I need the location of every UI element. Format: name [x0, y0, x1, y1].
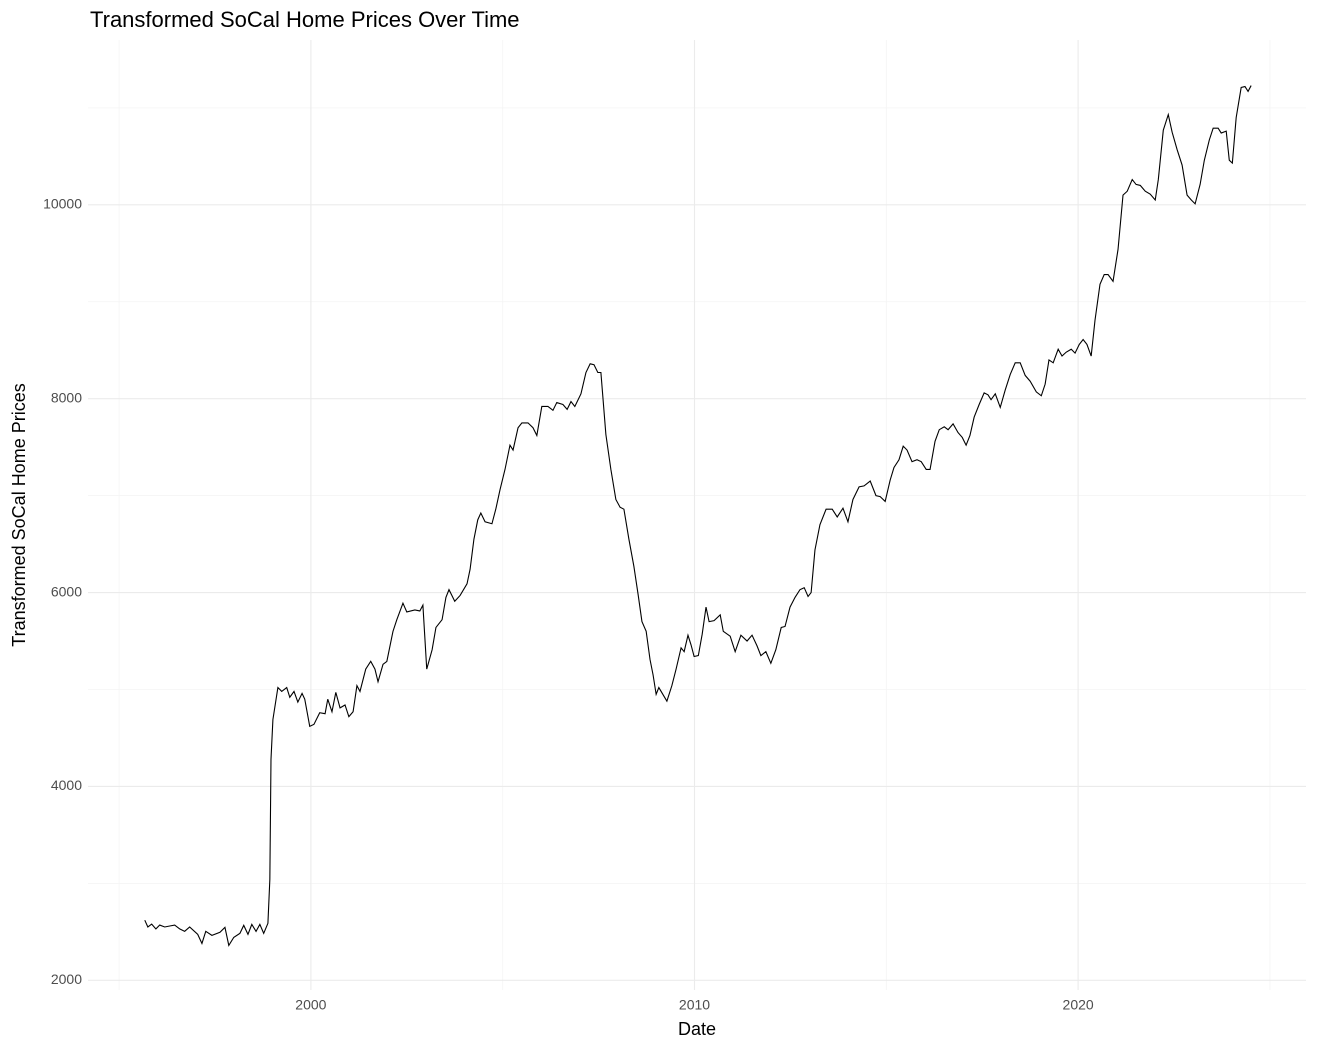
line — [144, 85, 1252, 947]
x-tick-label: 2020 — [1063, 997, 1094, 1013]
x-axis-title: Date — [678, 1019, 716, 1039]
y-axis-title: Transformed SoCal Home Prices — [9, 383, 29, 646]
y-tick-label: 2000 — [51, 971, 82, 987]
y-tick-label: 8000 — [51, 389, 82, 405]
y-tick-label: 4000 — [51, 777, 82, 793]
chart-title: Transformed SoCal Home Prices Over Time — [90, 7, 520, 32]
y-tick-label: 10000 — [43, 195, 82, 211]
x-tick-label: 2010 — [679, 997, 710, 1013]
x-tick-label: 2000 — [295, 997, 326, 1013]
y-tick-label: 6000 — [51, 583, 82, 599]
